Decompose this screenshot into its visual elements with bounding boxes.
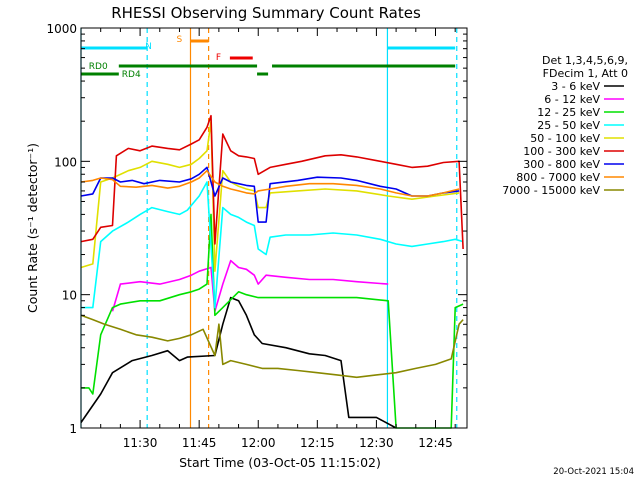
- legend-header-1: FDecim 1, Att 0: [543, 67, 628, 80]
- legend-label-4: 50 - 100 keV: [530, 132, 600, 145]
- flag-label-s: S: [176, 35, 182, 45]
- footer-timestamp: 20-Oct-2021 15:04: [553, 467, 634, 477]
- x-tick-label-2: 12:00: [241, 436, 276, 450]
- flag-label-f: F: [216, 53, 221, 63]
- y-tick-label-2: 100: [54, 155, 77, 169]
- legend-label-6: 300 - 800 keV: [523, 158, 600, 171]
- series-line-7: [80, 169, 460, 197]
- x-axis-label: Start Time (03-Oct-05 11:15:02): [179, 455, 381, 470]
- x-tick-label-3: 12:15: [300, 436, 335, 450]
- series-line-2: [81, 213, 464, 429]
- series-line-6: [80, 166, 460, 223]
- legend-label-1: 6 - 12 keV: [544, 93, 600, 106]
- series-line-4: [80, 120, 460, 273]
- legend-label-3: 25 - 50 keV: [537, 119, 600, 132]
- flag-label-n: N: [145, 42, 152, 52]
- legend-label-0: 3 - 6 keV: [551, 80, 600, 93]
- flag-label-rd4: RD4: [122, 70, 141, 80]
- series-line-5: [80, 114, 464, 250]
- x-tick-label-4: 12:30: [359, 436, 394, 450]
- y-tick-label-1: 10: [62, 289, 77, 303]
- x-tick-label-0: 11:30: [123, 436, 158, 450]
- chart-title: RHESSI Observing Summary Count Rates: [111, 4, 421, 22]
- series-line-0: [80, 296, 397, 429]
- series-line-1: [111, 259, 389, 313]
- y-tick-label-3: 1000: [46, 22, 77, 36]
- x-tick-label-1: 11:45: [182, 436, 217, 450]
- x-tick-label-5: 12:45: [418, 436, 453, 450]
- y-tick-label-0: 1: [69, 422, 77, 436]
- plot-frame: [80, 27, 468, 429]
- legend-label-2: 12 - 25 keV: [537, 106, 600, 119]
- legend-label-7: 800 - 7000 keV: [516, 171, 600, 184]
- series-line-3: [81, 181, 464, 309]
- legend-label-5: 100 - 300 keV: [523, 145, 600, 158]
- flag-label-rd0: RD0: [89, 62, 108, 72]
- legend-label-8: 7000 - 15000 keV: [502, 184, 600, 197]
- legend-header-0: Det 1,3,4,5,6,9,: [542, 54, 628, 67]
- y-axis-label: Count Rate (s⁻¹ detector⁻¹): [25, 143, 40, 313]
- series-line-8: [80, 314, 464, 379]
